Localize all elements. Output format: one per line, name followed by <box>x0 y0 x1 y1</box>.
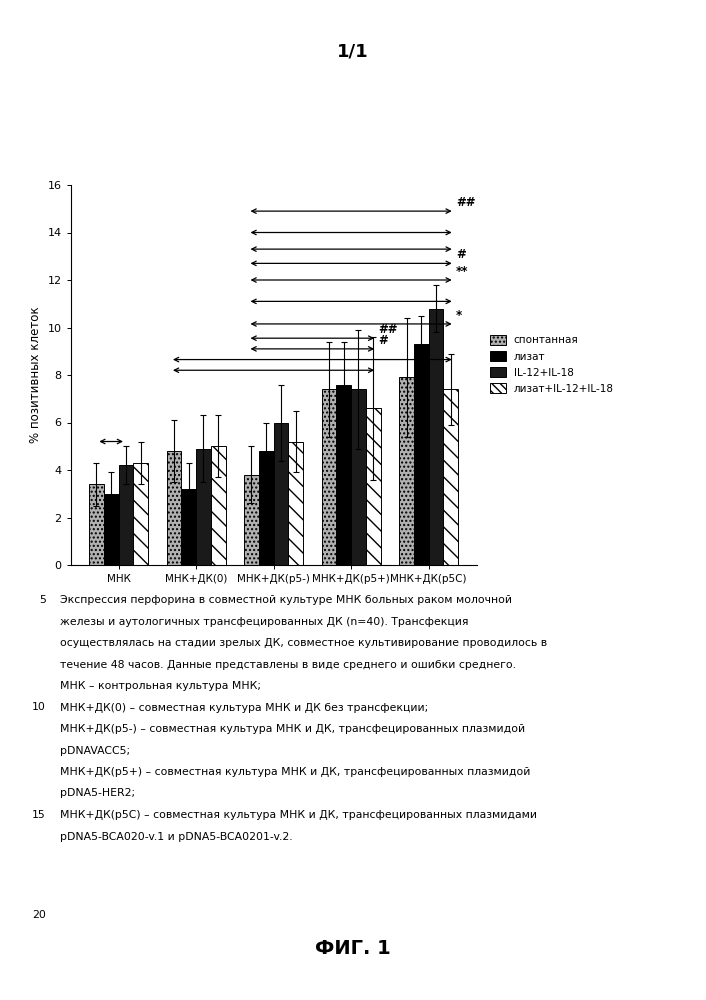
Text: МНК+ДК(р5+) – совместная культура МНК и ДК, трансфецированных плазмидой: МНК+ДК(р5+) – совместная культура МНК и … <box>60 767 530 777</box>
Bar <box>167 451 181 565</box>
Text: осуществлялась на стадии зрелых ДК, совместное культивирование проводилось в: осуществлялась на стадии зрелых ДК, совм… <box>60 638 547 648</box>
Bar <box>366 408 381 565</box>
Text: МНК+ДК(р5-) – совместная культура МНК и ДК, трансфецированных плазмидой: МНК+ДК(р5-) – совместная культура МНК и … <box>60 724 525 734</box>
Text: 1/1: 1/1 <box>337 43 369 61</box>
Text: *: * <box>456 309 462 322</box>
Text: **: ** <box>456 265 469 278</box>
Y-axis label: % позитивных клеток: % позитивных клеток <box>29 307 42 443</box>
Text: ##: ## <box>456 196 476 209</box>
Legend: спонтанная, лизат, IL-12+IL-18, лизат+IL-12+IL-18: спонтанная, лизат, IL-12+IL-18, лизат+IL… <box>490 335 614 394</box>
Bar <box>244 475 259 565</box>
Bar <box>89 484 104 565</box>
Text: течение 48 часов. Данные представлены в виде среднего и ошибки среднего.: течение 48 часов. Данные представлены в … <box>60 660 516 670</box>
Text: Экспрессия перфорина в совместной культуре МНК больных раком молочной: Экспрессия перфорина в совместной культу… <box>60 595 512 605</box>
Text: #: # <box>456 248 466 261</box>
Text: 10: 10 <box>32 702 46 712</box>
Bar <box>429 308 443 565</box>
Bar <box>211 446 225 565</box>
Text: pDNA5-HER2;: pDNA5-HER2; <box>60 788 135 798</box>
Bar <box>104 494 119 565</box>
Bar <box>414 344 429 565</box>
Text: 5: 5 <box>39 595 46 605</box>
Bar <box>259 451 273 565</box>
Bar <box>196 449 211 565</box>
Text: МНК – контрольная культура МНК;: МНК – контрольная культура МНК; <box>60 681 261 691</box>
Text: pDNAVACC5;: pDNAVACC5; <box>60 745 130 756</box>
Bar <box>351 389 366 565</box>
Bar <box>133 463 148 565</box>
Bar <box>322 389 336 565</box>
Bar <box>443 389 458 565</box>
Bar <box>399 377 414 565</box>
Text: ФИГ. 1: ФИГ. 1 <box>315 939 391 958</box>
Text: МНК+ДК(0) – совместная культура МНК и ДК без трансфекции;: МНК+ДК(0) – совместная культура МНК и ДК… <box>60 702 429 713</box>
Bar <box>119 465 133 565</box>
Text: железы и аутологичных трансфецированных ДК (n=40). Трансфекция: железы и аутологичных трансфецированных … <box>60 616 469 627</box>
Bar <box>273 422 288 565</box>
Text: #: # <box>378 334 388 347</box>
Text: ##: ## <box>378 323 398 336</box>
Bar <box>288 442 303 565</box>
Text: МНК+ДК(р5С) – совместная культура МНК и ДК, трансфецированных плазмидами: МНК+ДК(р5С) – совместная культура МНК и … <box>60 810 537 820</box>
Text: pDNA5-BCA020-v.1 и pDNA5-BCA0201-v.2.: pDNA5-BCA020-v.1 и pDNA5-BCA0201-v.2. <box>60 831 292 841</box>
Text: 20: 20 <box>32 910 46 920</box>
Text: 15: 15 <box>32 810 46 820</box>
Bar <box>336 384 351 565</box>
Bar <box>181 489 196 565</box>
